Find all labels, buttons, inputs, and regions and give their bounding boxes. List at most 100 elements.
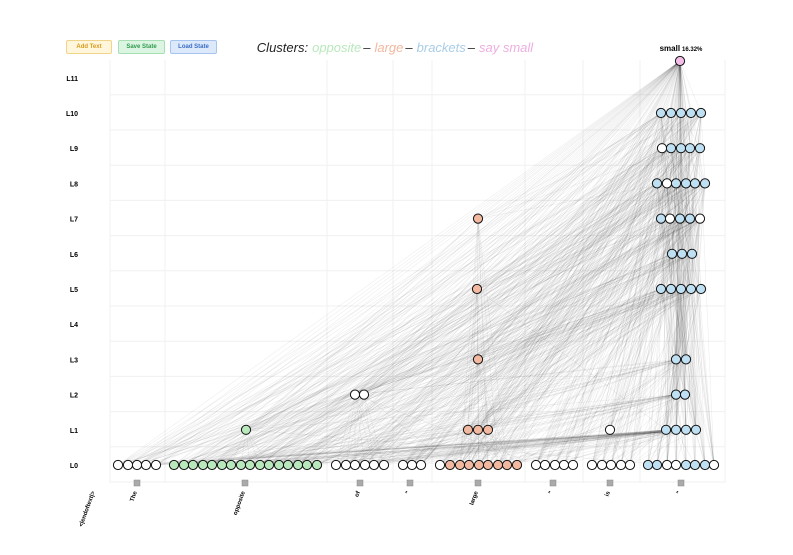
feature-node[interactable] [378,459,390,471]
feature-node[interactable] [670,459,682,471]
feature-node[interactable] [684,143,696,154]
feature-node[interactable] [686,248,698,259]
feature-node[interactable] [670,424,682,435]
feature-node[interactable] [661,178,673,189]
feature-node[interactable] [462,424,474,435]
feature-node[interactable] [471,283,483,295]
feature-node[interactable] [501,459,513,471]
feature-node[interactable] [679,389,691,400]
feature-node[interactable] [695,107,707,119]
feature-node[interactable] [472,354,484,365]
feature-node[interactable] [225,459,237,471]
feature-node[interactable] [655,213,667,224]
feature-node[interactable] [651,459,663,471]
feature-node[interactable] [150,459,162,471]
feature-node[interactable] [567,459,579,471]
feature-node[interactable] [434,459,446,471]
feature-node[interactable] [349,459,361,471]
feature-node[interactable] [340,459,352,471]
feature-node[interactable] [596,459,608,471]
feature-node[interactable] [358,389,370,400]
feature-node[interactable] [708,459,720,471]
feature-node[interactable] [680,178,692,189]
feature-node[interactable] [472,213,484,224]
feature-node[interactable] [670,354,682,365]
feature-node[interactable] [122,459,134,471]
feature-node[interactable] [140,459,152,471]
feature-node[interactable] [359,459,371,471]
feature-node[interactable] [492,459,504,471]
feature-node[interactable] [656,143,668,154]
feature-node[interactable] [694,143,706,154]
feature-node[interactable] [624,459,636,471]
feature-node[interactable] [454,459,466,471]
feature-node[interactable] [112,459,124,471]
feature-node[interactable] [699,178,711,189]
feature-node[interactable] [680,354,692,365]
feature-node[interactable] [690,424,702,435]
feature-node[interactable] [301,459,313,471]
feature-node[interactable] [539,459,551,471]
feature-node[interactable] [655,283,667,295]
feature-node[interactable] [240,424,252,435]
feature-node[interactable] [197,459,209,471]
feature-node[interactable] [605,459,617,471]
feature-node[interactable] [444,459,456,471]
feature-node[interactable] [472,424,484,435]
feature-node[interactable] [530,459,542,471]
load-state-button[interactable]: Load State [170,40,217,54]
feature-node[interactable] [482,459,494,471]
feature-node[interactable] [670,178,682,189]
feature-node[interactable] [675,283,687,295]
feature-node[interactable] [254,459,266,471]
feature-node[interactable] [680,459,692,471]
feature-node[interactable] [642,459,654,471]
feature-node[interactable] [615,459,627,471]
feature-node[interactable] [282,459,294,471]
feature-node[interactable] [549,459,561,471]
feature-node[interactable] [685,283,697,295]
feature-node[interactable] [664,213,676,224]
feature-node[interactable] [216,459,228,471]
feature-node[interactable] [694,213,706,224]
feature-node[interactable] [463,459,475,471]
feature-node[interactable] [586,459,598,471]
feature-node[interactable] [131,459,143,471]
feature-node[interactable] [665,107,677,119]
feature-node[interactable] [651,178,663,189]
feature-node[interactable] [558,459,570,471]
feature-node[interactable] [675,107,687,119]
feature-node[interactable] [187,459,199,471]
feature-node[interactable] [699,459,711,471]
feature-node[interactable] [665,143,677,154]
feature-node[interactable] [415,459,427,471]
feature-node[interactable] [685,107,697,119]
feature-node[interactable] [689,178,701,189]
feature-node[interactable] [235,459,247,471]
feature-node[interactable] [684,213,696,224]
feature-node[interactable] [273,459,285,471]
feature-node[interactable] [397,459,409,471]
feature-node[interactable] [661,459,673,471]
feature-node[interactable] [178,459,190,471]
feature-node[interactable] [675,143,687,154]
feature-node[interactable] [695,283,707,295]
feature-node[interactable] [676,248,688,259]
feature-node[interactable] [473,459,485,471]
feature-node[interactable] [680,424,692,435]
feature-node[interactable] [368,459,380,471]
feature-node[interactable] [660,424,672,435]
add-text-button[interactable]: Add Text [66,40,112,54]
feature-node[interactable] [666,248,678,259]
feature-node[interactable] [511,459,523,471]
feature-node[interactable] [689,459,701,471]
feature-node[interactable] [674,55,686,67]
feature-node[interactable] [244,459,256,471]
feature-node[interactable] [168,459,180,471]
feature-node[interactable] [482,424,494,435]
feature-node[interactable] [670,389,682,400]
save-state-button[interactable]: Save State [118,40,165,54]
feature-node[interactable] [674,213,686,224]
feature-node[interactable] [406,459,418,471]
feature-node[interactable] [292,459,304,471]
